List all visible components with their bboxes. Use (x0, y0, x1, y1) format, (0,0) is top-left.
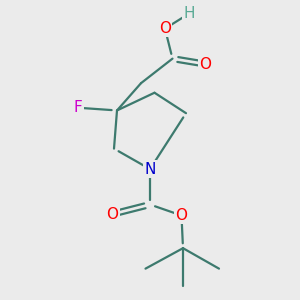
Text: H: H (183, 6, 195, 21)
Text: O: O (159, 21, 171, 36)
Text: O: O (176, 208, 188, 223)
Text: O: O (200, 57, 211, 72)
Text: N: N (144, 162, 156, 177)
Text: O: O (106, 207, 119, 222)
Text: F: F (74, 100, 82, 115)
